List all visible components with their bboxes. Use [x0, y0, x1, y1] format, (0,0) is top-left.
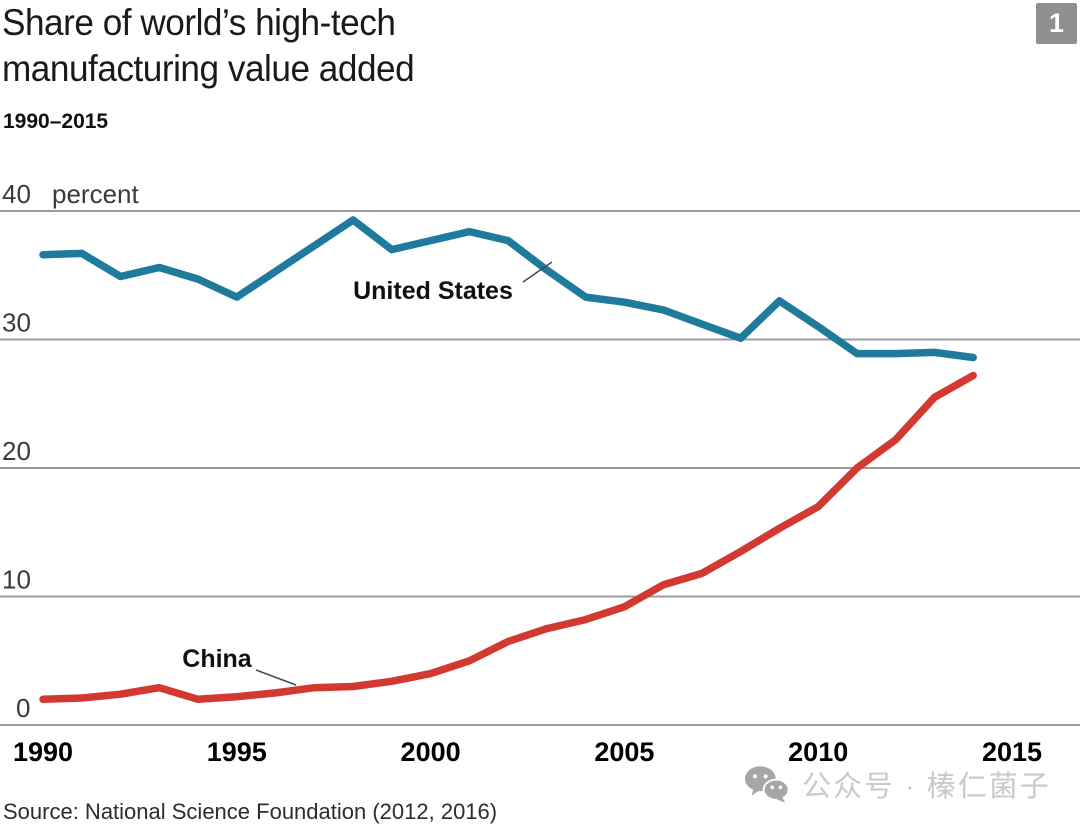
x-tick-2000: 2000	[401, 737, 461, 767]
gridlines	[0, 210, 1080, 726]
y-axis-labels: 40 percent 30 20 10 0	[2, 179, 139, 723]
united-states-label-callout	[522, 261, 553, 283]
x-tick-2015: 2015	[982, 737, 1042, 767]
y-tick-30: 30	[2, 308, 31, 338]
source-note: Source: National Science Foundation (201…	[3, 799, 498, 824]
x-tick-1990: 1990	[13, 737, 73, 767]
title-line-2: manufacturing value added	[2, 48, 415, 89]
x-tick-2010: 2010	[788, 737, 848, 767]
series-label-united-states: United States	[353, 277, 513, 305]
y-tick-20: 20	[2, 436, 31, 466]
series-lines	[39, 216, 977, 704]
y-tick-0: 0	[16, 693, 30, 723]
series-line-china	[39, 371, 977, 704]
page-title: Share of world’s high-tech manufacturing …	[2, 0, 415, 92]
x-tick-1995: 1995	[207, 737, 267, 767]
x-axis-labels: 1990 1995 2000 2005 2010 2015	[13, 737, 1042, 767]
x-tick-2005: 2005	[594, 737, 654, 767]
watermark: 公众号 · 榛仁菌子	[744, 763, 1051, 805]
series-line-united-states	[39, 216, 977, 362]
y-tick-10: 10	[2, 565, 31, 595]
watermark-text: 公众号 · 榛仁菌子	[802, 771, 1051, 803]
china-label-callout	[255, 669, 297, 686]
title-line-1: Share of world’s high-tech	[2, 2, 396, 43]
subtitle: 1990–2015	[3, 110, 109, 133]
y-tick-40: 40	[2, 179, 31, 209]
wechat-icon	[744, 766, 790, 803]
series-label-china: China	[182, 645, 253, 673]
figure-badge: 1	[1036, 3, 1077, 44]
y-axis-unit-label: percent	[52, 179, 139, 209]
